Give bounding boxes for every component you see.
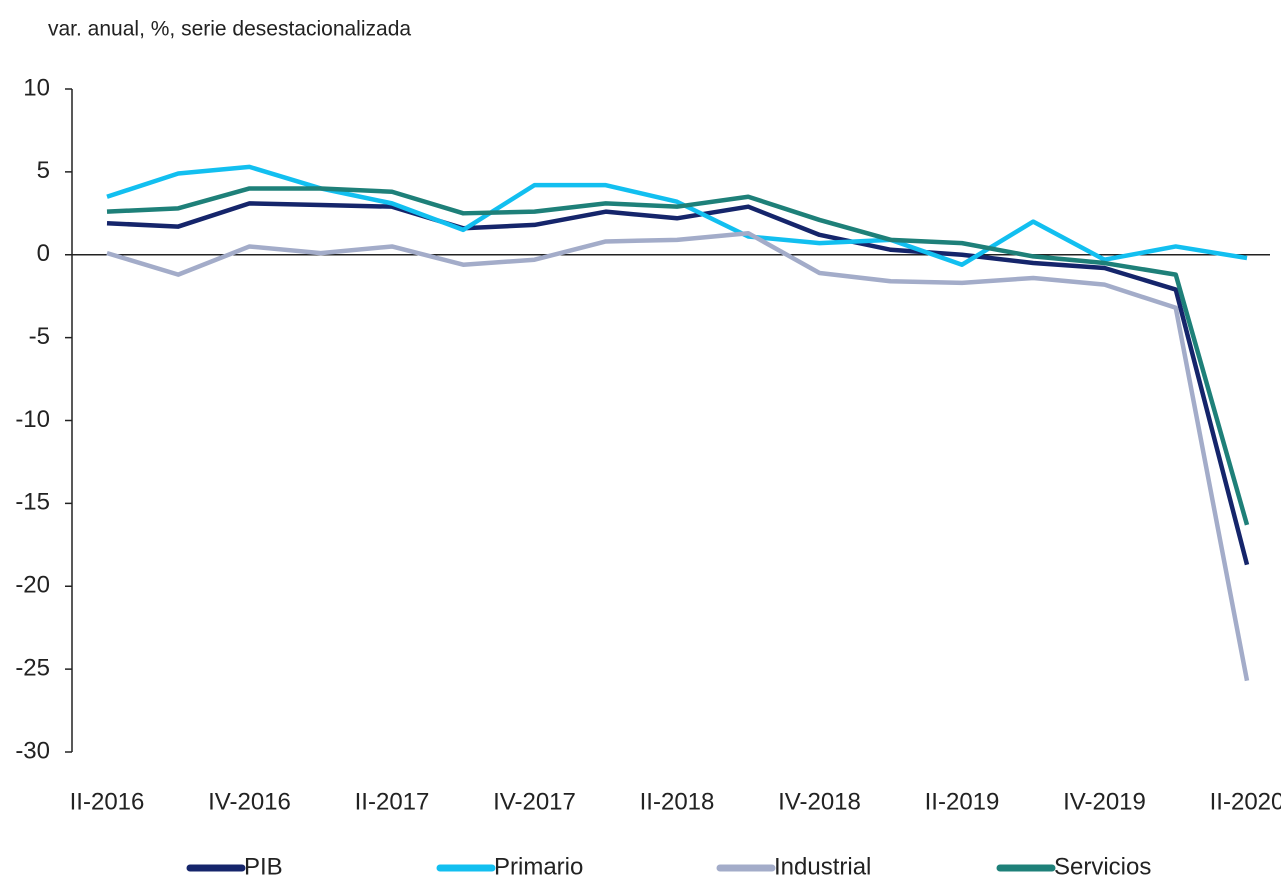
x-tick-label: IV-2017 xyxy=(493,788,576,815)
x-tick-label: II-2016 xyxy=(70,788,145,815)
x-tick-label: IV-2018 xyxy=(778,788,861,815)
y-tick-label: -25 xyxy=(15,654,50,681)
legend-label: Servicios xyxy=(1054,853,1151,880)
y-tick-label: -5 xyxy=(29,323,50,350)
legend-label: PIB xyxy=(244,853,283,880)
y-tick-label: 10 xyxy=(23,74,50,101)
x-tick-label: II-2019 xyxy=(925,788,1000,815)
series-line xyxy=(106,186,1250,526)
series-line xyxy=(106,201,1250,566)
series-line xyxy=(106,164,1248,267)
series-line xyxy=(106,230,1250,682)
y-tick-label: -10 xyxy=(15,406,50,433)
x-tick-label: IV-2016 xyxy=(208,788,291,815)
chart-title: var. anual, %, serie desestacionalizada xyxy=(48,18,411,41)
x-tick-label: IV-2019 xyxy=(1063,788,1146,815)
y-tick-label: 5 xyxy=(37,157,50,184)
x-tick-label: II-2020 xyxy=(1210,788,1281,815)
legend-label: Industrial xyxy=(774,853,871,880)
y-tick-label: -20 xyxy=(15,572,50,599)
y-tick-label: -30 xyxy=(15,737,50,764)
legend-label: Primario xyxy=(494,853,583,880)
x-tick-label: II-2017 xyxy=(355,788,430,815)
x-tick-label: II-2018 xyxy=(640,788,715,815)
y-tick-label: 0 xyxy=(37,240,50,267)
y-tick-label: -15 xyxy=(15,489,50,516)
